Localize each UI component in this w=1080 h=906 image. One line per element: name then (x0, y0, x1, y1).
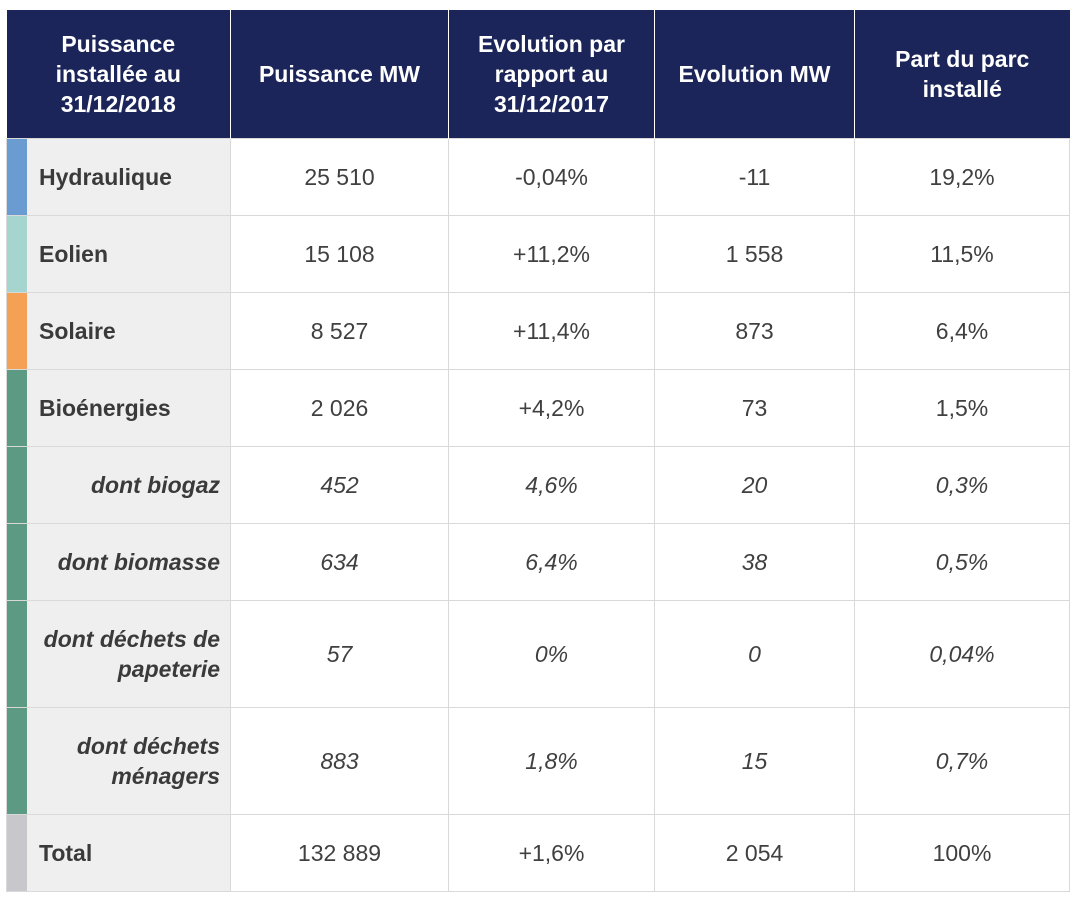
cell-evolution-percent: +11,4% (448, 292, 655, 370)
cell-share: 100% (854, 814, 1070, 892)
cell-share: 19,2% (854, 138, 1070, 216)
cell-power-mw: 15 108 (230, 215, 449, 293)
table-row-dechets-papeterie: dont déchets de papeterie 57 0% 0 0,04% (6, 600, 1070, 708)
table-row-solaire: Solaire 8 527 +11,4% 873 6,4% (6, 292, 1070, 370)
cell-power-mw: 452 (230, 446, 449, 524)
cell-evolution-percent: +1,6% (448, 814, 655, 892)
category-color-bar (7, 447, 27, 523)
row-label-cell: dont biogaz (6, 446, 231, 524)
cell-share: 0,3% (854, 446, 1070, 524)
category-color-bar (7, 708, 27, 814)
cell-evolution-percent: 6,4% (448, 523, 655, 601)
row-label: Hydraulique (39, 163, 172, 190)
cell-evolution-percent: 0% (448, 600, 655, 708)
cell-evolution-percent: 4,6% (448, 446, 655, 524)
cell-evolution-percent: -0,04% (448, 138, 655, 216)
table-header-row: Puissance installée au 31/12/2018 Puissa… (6, 10, 1070, 139)
cell-power-mw: 57 (230, 600, 449, 708)
category-color-bar (7, 601, 27, 707)
cell-share: 0,04% (854, 600, 1070, 708)
header-share-installed: Part du parc installé (854, 10, 1070, 139)
table-row-total: Total 132 889 +1,6% 2 054 100% (6, 814, 1070, 892)
cell-evolution-mw: 873 (654, 292, 855, 370)
category-color-bar (7, 216, 27, 292)
cell-power-mw: 8 527 (230, 292, 449, 370)
cell-share: 0,7% (854, 707, 1070, 815)
row-label: dont biomasse (57, 549, 220, 575)
row-label: Bioénergies (39, 394, 171, 421)
header-installed-capacity: Puissance installée au 31/12/2018 (6, 10, 231, 139)
cell-share: 6,4% (854, 292, 1070, 370)
cell-share: 11,5% (854, 215, 1070, 293)
category-color-bar (7, 524, 27, 600)
table-row-biogaz: dont biogaz 452 4,6% 20 0,3% (6, 446, 1070, 524)
row-label: dont déchets de papeterie (43, 626, 220, 682)
cell-power-mw: 634 (230, 523, 449, 601)
cell-evolution-mw: -11 (654, 138, 855, 216)
row-label: dont déchets ménagers (76, 733, 220, 789)
cell-evolution-percent: +11,2% (448, 215, 655, 293)
row-label-cell: Hydraulique (6, 138, 231, 216)
cell-evolution-mw: 0 (654, 600, 855, 708)
cell-power-mw: 132 889 (230, 814, 449, 892)
table-row-bioenergies: Bioénergies 2 026 +4,2% 73 1,5% (6, 369, 1070, 447)
table-row-eolien: Eolien 15 108 +11,2% 1 558 11,5% (6, 215, 1070, 293)
category-color-bar (7, 370, 27, 446)
row-label-cell: Total (6, 814, 231, 892)
category-color-bar (7, 293, 27, 369)
row-label-cell: Eolien (6, 215, 231, 293)
row-label: Eolien (39, 240, 109, 267)
header-evolution-percent: Evolution par rapport au 31/12/2017 (448, 10, 655, 139)
cell-power-mw: 883 (230, 707, 449, 815)
category-color-bar (7, 139, 27, 215)
cell-power-mw: 2 026 (230, 369, 449, 447)
cell-share: 1,5% (854, 369, 1070, 447)
row-label-cell: dont déchets ménagers (6, 707, 231, 815)
row-label-cell: Bioénergies (6, 369, 231, 447)
row-label: Total (39, 839, 93, 866)
energy-capacity-table-container: Puissance installée au 31/12/2018 Puissa… (6, 10, 1070, 892)
header-evolution-mw: Evolution MW (654, 10, 855, 139)
cell-evolution-mw: 1 558 (654, 215, 855, 293)
cell-evolution-mw: 2 054 (654, 814, 855, 892)
cell-evolution-mw: 15 (654, 707, 855, 815)
table-row-biomasse: dont biomasse 634 6,4% 38 0,5% (6, 523, 1070, 601)
header-power-mw: Puissance MW (230, 10, 449, 139)
cell-evolution-mw: 20 (654, 446, 855, 524)
row-label-cell: dont biomasse (6, 523, 231, 601)
category-color-bar (7, 815, 27, 891)
row-label-cell: Solaire (6, 292, 231, 370)
cell-evolution-percent: +4,2% (448, 369, 655, 447)
table-row-hydraulique: Hydraulique 25 510 -0,04% -11 19,2% (6, 138, 1070, 216)
row-label-cell: dont déchets de papeterie (6, 600, 231, 708)
cell-power-mw: 25 510 (230, 138, 449, 216)
energy-capacity-table: Puissance installée au 31/12/2018 Puissa… (6, 10, 1070, 892)
cell-evolution-percent: 1,8% (448, 707, 655, 815)
cell-share: 0,5% (854, 523, 1070, 601)
table-row-dechets-menagers: dont déchets ménagers 883 1,8% 15 0,7% (6, 707, 1070, 815)
row-label: Solaire (39, 317, 116, 344)
cell-evolution-mw: 73 (654, 369, 855, 447)
cell-evolution-mw: 38 (654, 523, 855, 601)
row-label: dont biogaz (90, 472, 220, 498)
